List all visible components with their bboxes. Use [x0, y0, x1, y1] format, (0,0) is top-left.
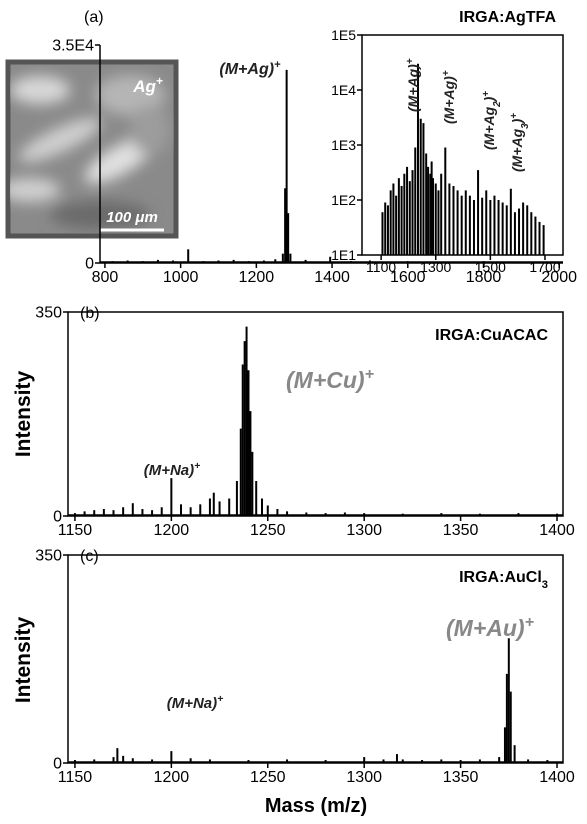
x-tick-label: 1000	[163, 269, 199, 286]
y-tick-label: 1E1	[331, 247, 356, 263]
peak-annotation-part: (M+Na)	[167, 695, 217, 712]
peak-annotation-part: (M+Cu)	[286, 367, 365, 393]
panel-title-part: 3	[542, 579, 548, 591]
peak-annotation: (M+Au)+	[446, 613, 535, 641]
peak-annotation-part: (M+Ag	[481, 106, 497, 150]
x-tick-label: 1250	[250, 522, 286, 539]
x-tick-label: 1300	[346, 769, 382, 786]
x-tick-label: 1200	[154, 522, 190, 539]
y-tick-label: 350	[35, 548, 62, 565]
peak-annotation-part: (M+Ag)	[441, 76, 457, 124]
panel-label: (a)	[84, 9, 104, 26]
x-tick-label: 1300	[420, 259, 451, 275]
peak-annotation: (M+Ag)+	[405, 58, 422, 112]
peak-annotation-part: (M+Ag)	[219, 61, 274, 78]
peak-annotation-part: (M+Ag)	[405, 64, 421, 112]
peak-annotation: (M+Ag)+	[219, 59, 281, 78]
x-tick-label: 1400	[314, 269, 350, 286]
panel-title-part: IRGA:AgTFA	[459, 9, 556, 26]
x-tick-label: 1700	[529, 259, 560, 275]
panel-title: IRGA:CuACAC	[435, 327, 548, 344]
x-tick-label: 1400	[539, 522, 575, 539]
peak-annotation-part: (M+Ag	[509, 128, 525, 172]
y-tick-label: 3.5E4	[52, 38, 94, 55]
x-tick-label: 1200	[154, 769, 190, 786]
scale-bar-label: 100 μm	[106, 209, 158, 226]
plot-frame	[68, 555, 563, 763]
peak-annotation-part: (M+Na)	[144, 462, 194, 479]
peak-annotation-part: (M+Au)	[446, 615, 525, 641]
y-axis-label: Intensity	[12, 371, 35, 458]
x-tick-label: 1350	[443, 769, 479, 786]
peak-annotation-part: +	[365, 365, 375, 383]
panel-title: IRGA:AuCl3	[459, 569, 548, 591]
panel-title: IRGA:AgTFA	[459, 9, 556, 26]
peak-annotation-part: +	[509, 113, 520, 119]
peak-annotation-part: +	[481, 91, 492, 97]
x-axis-label: Mass (m/z)	[265, 795, 367, 817]
peak-annotation-part: +	[441, 70, 452, 76]
panel-label: (c)	[80, 548, 99, 565]
peak-annotation: (M+Ag)+	[441, 70, 458, 124]
image-label-part: Ag	[132, 77, 156, 96]
peak-annotation-part: +	[274, 59, 281, 71]
x-tick-label: 1100	[366, 259, 396, 275]
panel-label: (b)	[80, 305, 100, 322]
y-tick-label: 1E2	[331, 192, 356, 208]
panel-title-part: IRGA:CuACAC	[435, 327, 548, 344]
y-axis-label: Intensity	[12, 617, 35, 704]
y-tick-label: 1E4	[331, 82, 356, 98]
peak-annotation-part: +	[194, 460, 200, 472]
x-tick-label: 1150	[58, 522, 93, 539]
peak-annotation-part: +	[405, 58, 416, 64]
x-tick-label: 1150	[58, 769, 93, 786]
x-tick-label: 1200	[239, 269, 275, 286]
peak-annotation-part: +	[217, 693, 223, 705]
peak-annotation-part: +	[525, 613, 535, 631]
x-tick-label: 800	[92, 269, 119, 286]
y-tick-label: 1E5	[331, 27, 356, 43]
peak-annotation: (M+Cu)+	[286, 365, 375, 393]
panel-title-part: IRGA:AuCl	[459, 569, 542, 586]
x-tick-label: 1350	[443, 522, 479, 539]
y-tick-label: 1E3	[331, 137, 356, 153]
x-tick-label: 1400	[539, 769, 575, 786]
x-tick-label: 1300	[346, 522, 382, 539]
x-tick-label: 1500	[475, 259, 506, 275]
peak-annotation: (M+Na)+	[144, 460, 201, 479]
x-tick-label: 1250	[250, 769, 286, 786]
peak-annotation: (M+Na)+	[167, 693, 224, 712]
image-label-part: +	[156, 74, 163, 88]
figure: 03.5E4800100012001400160018002000(a)IRGA…	[0, 0, 587, 824]
y-tick-label: 350	[35, 305, 62, 322]
